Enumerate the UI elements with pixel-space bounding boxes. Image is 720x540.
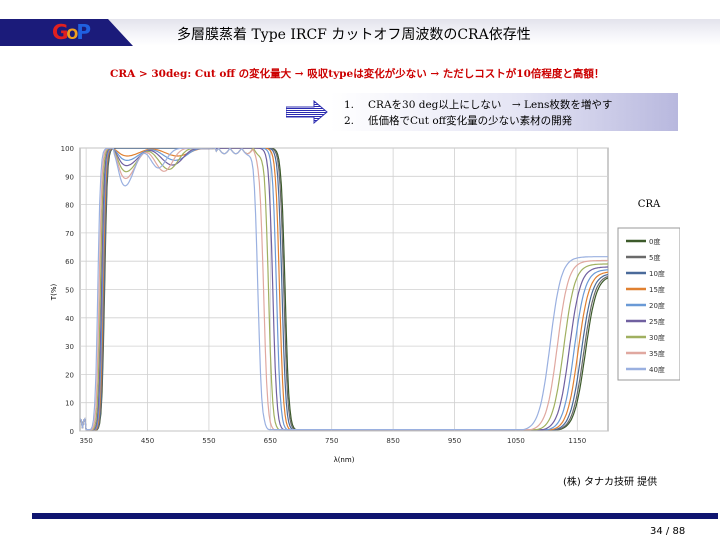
legend-entry: 20度 (649, 301, 665, 310)
legend-entry: 35度 (649, 349, 665, 358)
legend-entry: 10度 (649, 269, 665, 278)
legend-entry: 15度 (649, 285, 665, 294)
x-tick-label: 850 (386, 437, 399, 445)
y-tick-label: 90 (65, 173, 74, 181)
x-tick-label: 450 (141, 437, 154, 445)
y-tick-label: 0 (70, 428, 74, 436)
x-tick-label: 1150 (568, 437, 586, 445)
arrow-right-icon (286, 100, 328, 124)
logo-background (0, 19, 133, 46)
y-tick-label: 60 (65, 258, 74, 266)
x-tick-label: 650 (264, 437, 277, 445)
y-tick-label: 80 (65, 202, 74, 210)
notes-box: 1. CRAを30 deg以上にしない → Lens枚数を増やす 2. 低価格でCu… (330, 93, 678, 131)
y-tick-label: 50 (65, 287, 74, 295)
x-tick-label: 950 (448, 437, 461, 445)
legend-entry: 25度 (649, 317, 665, 326)
x-tick-label: 1050 (507, 437, 525, 445)
transmission-chart: 0 10 20 30 40 50 60 70 80 90 100 350 450 550 650 750 85… (50, 145, 680, 464)
note-item: 2. 低価格でCut off変化量の少ない素材の開発 (344, 115, 573, 127)
page-number: 34 / 88 (650, 526, 686, 537)
x-tick-label: 550 (202, 437, 215, 445)
y-tick-label: 20 (65, 371, 74, 379)
series-line (80, 148, 608, 431)
y-tick-label: 30 (65, 343, 74, 351)
legend-entry: 0度 (649, 237, 660, 246)
y-tick-label: 100 (61, 145, 74, 153)
credit-text: (株) タナカ技研 提供 (563, 477, 658, 488)
legend-entry: 40度 (649, 365, 665, 374)
footer-bar (32, 513, 718, 519)
legend-entry: 5度 (649, 253, 660, 262)
x-tick-label: 350 (79, 437, 92, 445)
subtitle: CRA > 30deg: Cut off の変化量大 → 吸収typeは変化が少… (110, 68, 605, 80)
logo: GOP (52, 20, 91, 44)
y-axis-label: T(%) (50, 284, 58, 302)
note-item: 1. CRAを30 deg以上にしない → Lens枚数を増やす (344, 99, 613, 111)
x-tick-label: 750 (325, 437, 338, 445)
page-title: 多層膜蒸着 Type IRCF カットオフ周波数のCRA依存性 (177, 27, 531, 43)
y-tick-label: 10 (65, 400, 74, 408)
legend-entry: 30度 (649, 333, 665, 342)
x-axis-label: λ(nm) (334, 456, 355, 464)
legend-title: CRA (638, 199, 661, 210)
y-tick-label: 70 (65, 230, 74, 238)
y-tick-label: 40 (65, 315, 74, 323)
